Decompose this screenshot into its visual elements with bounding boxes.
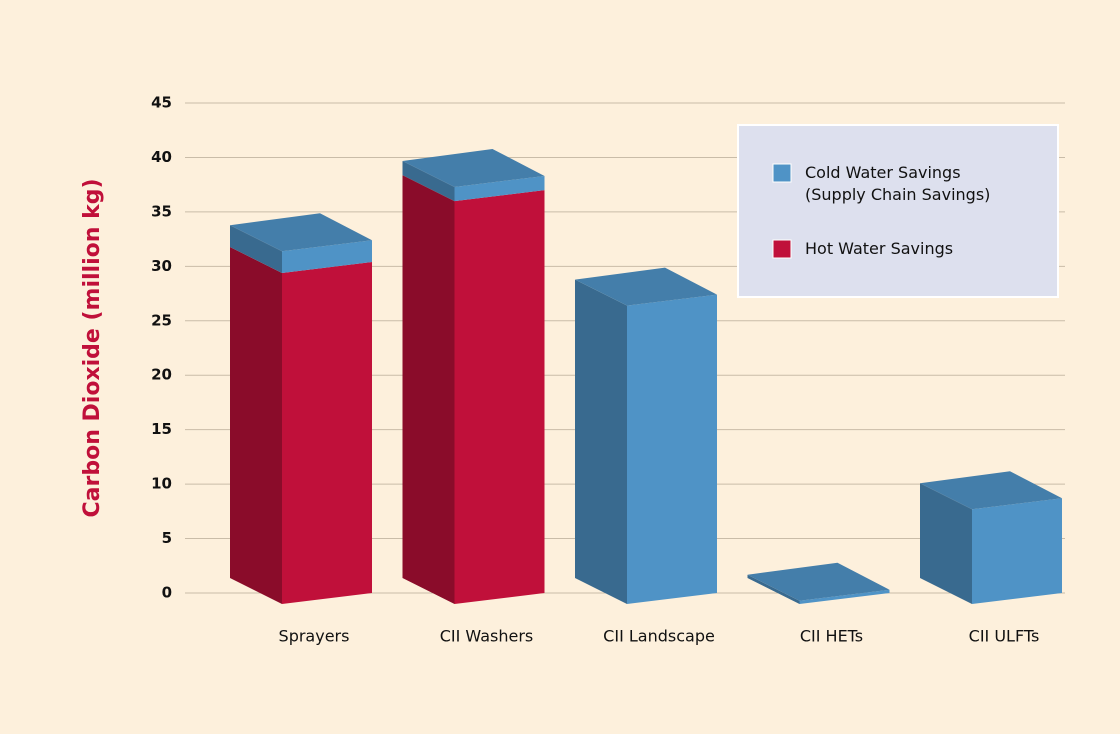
y-tick-label: 30 (151, 257, 172, 275)
y-tick-label: 5 (162, 529, 172, 547)
legend-line: Cold Water Savings (805, 163, 961, 182)
bar-top (747, 562, 890, 601)
bar-side (402, 175, 455, 604)
bar-side (230, 225, 282, 273)
bar (627, 294, 717, 604)
bar-top (920, 471, 1062, 510)
y-tick-label: 40 (151, 148, 172, 166)
bar-side (747, 574, 800, 604)
y-tick-label: 25 (151, 311, 172, 329)
bar-side (402, 160, 455, 202)
legend-swatch (772, 239, 792, 259)
bar (454, 175, 545, 202)
y-axis-label: Carbon Dioxide (million kg) (80, 178, 105, 517)
bar (282, 261, 372, 604)
bar-top (230, 213, 372, 252)
bar (972, 498, 1062, 604)
y-tick-label: 45 (151, 94, 172, 112)
bar-top (402, 148, 545, 187)
legend-line: (Supply Chain Savings) (805, 185, 990, 204)
bar (282, 240, 372, 273)
bar (454, 190, 545, 604)
legend-label: Cold Water Savings (Supply Chain Savings) (805, 163, 990, 204)
bar-top (575, 267, 717, 306)
legend-swatch (772, 163, 792, 183)
y-tick-label: 20 (151, 366, 172, 384)
x-tick-label: CII Landscape (603, 627, 715, 646)
legend-box (737, 124, 1059, 298)
legend-label: Hot Water Savings (805, 239, 953, 258)
x-tick-label: CII ULFTs (969, 627, 1040, 646)
bar-side (920, 483, 972, 604)
bar (799, 589, 890, 604)
y-tick-label: 10 (151, 475, 172, 493)
y-tick-label: 35 (151, 202, 172, 220)
y-tick-label: 0 (162, 584, 172, 602)
bar-side (575, 279, 627, 604)
legend-line: Hot Water Savings (805, 239, 953, 258)
x-tick-label: Sprayers (279, 627, 350, 646)
x-tick-label: CII HETs (800, 627, 863, 646)
bar-side (230, 246, 282, 604)
x-tick-label: CII Washers (440, 627, 534, 646)
y-tick-label: 15 (151, 420, 172, 438)
